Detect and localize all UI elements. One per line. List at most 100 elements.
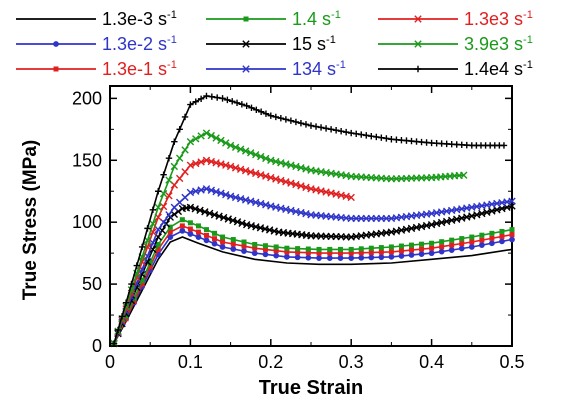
data-point — [272, 113, 280, 121]
data-point — [358, 131, 365, 138]
data-point — [305, 254, 312, 261]
data-point — [358, 250, 364, 256]
data-point — [277, 176, 285, 185]
legend-swatch-marker — [414, 15, 422, 23]
data-point — [489, 230, 495, 236]
series-9 — [110, 92, 508, 347]
data-point — [378, 245, 384, 251]
data-point — [378, 249, 384, 255]
data-point — [155, 241, 161, 247]
data-point — [358, 246, 364, 252]
data-point — [448, 247, 455, 253]
x-tick-label: 0.2 — [258, 352, 283, 372]
data-point — [262, 110, 270, 117]
data-point — [287, 179, 295, 187]
data-point — [229, 216, 237, 225]
data-point — [179, 217, 185, 223]
data-point — [489, 240, 495, 247]
data-point — [220, 213, 228, 222]
legend-line-5 — [204, 33, 288, 55]
data-point — [284, 245, 290, 251]
data-point — [337, 250, 343, 256]
legend-swatch-marker — [414, 40, 422, 48]
legend-line-2 — [14, 33, 98, 55]
data-point — [409, 242, 414, 248]
data-point — [138, 243, 146, 251]
data-point — [224, 96, 231, 104]
data-point — [262, 246, 268, 252]
data-point — [262, 154, 270, 163]
data-point — [207, 131, 215, 140]
data-point — [252, 245, 258, 251]
data-point — [429, 240, 435, 246]
data-point — [419, 246, 425, 252]
legend-line-6 — [204, 58, 288, 80]
data-point — [460, 171, 468, 179]
data-point — [241, 243, 247, 249]
legend-item-6: 134 s-1 — [204, 58, 346, 80]
data-point — [469, 234, 475, 240]
data-point — [509, 227, 515, 233]
data-point — [149, 206, 157, 214]
data-point — [186, 161, 195, 169]
data-point — [282, 178, 290, 186]
data-point — [118, 313, 126, 320]
data-point — [478, 242, 485, 248]
data-point — [500, 142, 508, 149]
legend-swatch-marker — [242, 65, 250, 73]
data-point — [295, 246, 301, 252]
legend-label-6: 134 s — [292, 58, 337, 79]
legend-label-9: 1.4e4 s — [464, 58, 524, 79]
data-point — [187, 220, 193, 226]
data-point — [297, 119, 305, 127]
data-point — [154, 225, 162, 234]
legend-label-5: 15 s — [292, 33, 327, 54]
legend-line-3 — [14, 58, 98, 80]
data-point — [179, 227, 186, 234]
series-8 — [110, 129, 468, 348]
data-point — [238, 101, 246, 108]
legend-sup-3: -1 — [167, 58, 177, 71]
data-point — [353, 130, 360, 138]
data-point — [149, 239, 157, 247]
legend-swatch-marker — [53, 41, 59, 47]
data-point — [509, 236, 515, 243]
data-point — [409, 247, 414, 253]
data-point — [238, 219, 246, 227]
data-point — [316, 255, 322, 261]
data-point — [368, 132, 375, 140]
data-point — [327, 250, 333, 256]
data-point — [159, 190, 168, 198]
data-point — [499, 238, 505, 245]
data-point — [231, 164, 240, 172]
data-point — [358, 254, 365, 261]
data-point — [114, 326, 122, 334]
legend-line-7 — [376, 8, 460, 30]
data-point — [363, 132, 370, 139]
legend-sup-2: -1 — [167, 33, 177, 46]
legend-sup-5: -1 — [326, 33, 336, 46]
data-point — [348, 255, 355, 261]
legend-swatch — [378, 15, 458, 23]
data-point — [175, 174, 184, 183]
data-point — [147, 259, 153, 265]
data-point — [236, 165, 245, 173]
data-point — [160, 171, 167, 178]
data-point — [192, 187, 200, 195]
data-point — [508, 197, 516, 205]
data-point — [273, 252, 280, 259]
series-3 — [111, 223, 515, 347]
data-point — [197, 132, 205, 140]
data-point — [123, 313, 129, 319]
data-point — [210, 211, 219, 219]
data-point — [170, 162, 179, 171]
legend-label-1: 1.3e-3 s — [102, 8, 168, 29]
data-point — [220, 234, 226, 240]
data-point — [202, 129, 211, 137]
data-point — [479, 237, 485, 243]
legend-item-9: 1.4e4 s-1 — [376, 58, 533, 80]
data-point — [179, 223, 185, 229]
data-point — [133, 262, 140, 269]
data-point — [230, 241, 236, 247]
data-point — [222, 139, 230, 147]
